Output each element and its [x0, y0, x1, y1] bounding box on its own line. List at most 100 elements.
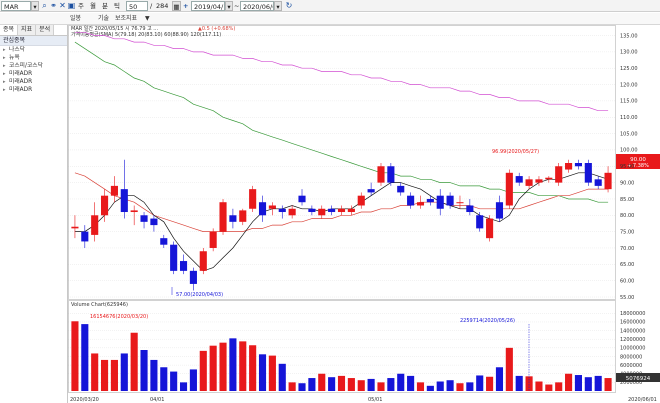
- tree-item-label: 미래ADR: [9, 71, 33, 77]
- symbol-input[interactable]: MAR: [1, 1, 31, 11]
- tab-analysis[interactable]: 분석: [36, 25, 55, 35]
- candle-body: [505, 172, 513, 206]
- volume-bar: [219, 342, 227, 391]
- tree-item-label: 코스피/코스닥: [9, 63, 43, 69]
- volume-bar: [140, 350, 148, 391]
- candle-body: [318, 208, 326, 216]
- volume-bar: [505, 347, 513, 391]
- volume-tick-label: 2000000: [620, 380, 642, 386]
- panel-tabs: 종목 지표 분석: [0, 25, 67, 36]
- chart-background: [68, 25, 660, 403]
- candle-body: [367, 189, 375, 193]
- tab-indicators[interactable]: 지표: [18, 25, 37, 35]
- candle-body: [555, 166, 563, 183]
- nav-month[interactable]: 월: [90, 2, 96, 10]
- y-tick-label: 100.00: [620, 148, 638, 154]
- candle-body: [495, 202, 504, 219]
- tab-stocks[interactable]: 종목: [0, 25, 19, 35]
- volume-header: Volume Chart(625946): [71, 302, 128, 308]
- volume-bar: [179, 382, 188, 391]
- volume-bar: [189, 369, 197, 391]
- toolbar2-dropdown-icon[interactable]: ▼: [145, 15, 150, 22]
- tree-item-nasdaq[interactable]: ▸ 나스닥: [0, 46, 67, 54]
- tree-item-label: 미래ADR: [9, 87, 33, 93]
- date-separator: ~: [234, 2, 239, 10]
- end-date-dropdown[interactable]: ▾: [274, 1, 282, 11]
- candle-body: [268, 205, 276, 209]
- price-header-ma: 가격이동평균(SMA) 5(79.18) 20(83.10) 60(88.90)…: [71, 31, 221, 38]
- volume-bar: [268, 355, 276, 391]
- candle-body: [416, 202, 425, 206]
- expand-icon: ▸: [3, 55, 6, 61]
- candle-body: [179, 261, 188, 271]
- chart-area[interactable]: MAR 일간 2020/05/15 시 76.79 고 ... 가격이동평균(S…: [68, 25, 660, 403]
- price-header-line1: MAR 일간 2020/05/15 시 76.79 고 ...: [71, 25, 158, 32]
- candle-body: [81, 231, 89, 242]
- start-date-input[interactable]: 2019/04/16: [191, 1, 225, 11]
- toolbar2-item-tech[interactable]: 기술: [98, 15, 110, 22]
- left-panel: 종목 지표 분석 관심종목 ▸ 나스닥 ▸ 뉴욕 ▸ 코스피/코스닥 ▸ 미래ADR ▸…: [0, 25, 68, 403]
- sma20-line: [74, 172, 609, 232]
- volume-tick-label: 6000000: [620, 363, 642, 369]
- volume-bar: [298, 383, 306, 391]
- search-icon[interactable]: ⌕: [42, 1, 47, 10]
- tree-item-adr-2[interactable]: ▸ 미래ADR: [0, 78, 67, 86]
- sma-lines: [74, 31, 609, 272]
- volume-bar: [525, 376, 533, 391]
- lock-icon[interactable]: ▣: [67, 1, 76, 10]
- end-date-input[interactable]: 2020/06/01: [240, 1, 274, 11]
- annotation-low: 57.00(2020/04/03): [176, 292, 223, 298]
- volume-panel-border: [68, 300, 616, 393]
- candle-body: [407, 195, 415, 206]
- candle-body: [466, 205, 474, 213]
- tree-item-newyork[interactable]: ▸ 뉴욕: [0, 54, 67, 62]
- y-tick-label: 115.00: [620, 99, 638, 105]
- candle-body: [515, 176, 523, 183]
- volume-bar: [110, 359, 118, 391]
- volume-bar: [545, 384, 553, 391]
- candle-body: [160, 238, 168, 245]
- toolbar2-item-daily[interactable]: 일봉: [70, 15, 82, 22]
- link-icon[interactable]: ⚭: [50, 1, 57, 10]
- y-tick-label: 130.00: [620, 50, 638, 56]
- candle-body: [91, 215, 99, 235]
- volume-bar: [81, 324, 89, 391]
- volume-bar: [446, 380, 454, 391]
- cross-icon[interactable]: ✕: [59, 1, 66, 10]
- tree-item-adr-1[interactable]: ▸ 미래ADR: [0, 70, 67, 78]
- grid-icon[interactable]: ▦: [172, 1, 181, 11]
- add-button[interactable]: +: [183, 2, 189, 10]
- volume-bar: [337, 375, 346, 391]
- toolbar2-item-indicators[interactable]: 보조지표: [115, 15, 138, 22]
- nav-minute[interactable]: 분: [102, 2, 108, 10]
- interval-input[interactable]: 50: [126, 1, 148, 11]
- refresh-icon[interactable]: ↻: [285, 1, 293, 10]
- candles: [71, 159, 612, 291]
- volume-tick-label: 14000000: [620, 328, 645, 334]
- volume-bar: [160, 367, 168, 391]
- candle-body: [436, 195, 444, 209]
- tree-item-adr-3[interactable]: ▸ 미래ADR: [0, 86, 67, 94]
- expand-icon: ▸: [3, 47, 6, 53]
- volume-bar: [515, 375, 523, 391]
- nav-week[interactable]: 주: [78, 2, 84, 10]
- volume-bar: [456, 383, 464, 391]
- current-price: 90.00: [630, 157, 646, 163]
- volume-bar: [209, 345, 217, 391]
- candle-body: [397, 185, 405, 193]
- candle-body: [120, 189, 128, 213]
- candle-body: [298, 195, 306, 203]
- y-tick-label: 60.00: [620, 278, 634, 284]
- tree-item-kospi[interactable]: ▸ 코스피/코스닥: [0, 62, 67, 70]
- candle-body: [535, 179, 543, 183]
- y-tick-label: 110.00: [620, 115, 638, 121]
- candle-body: [584, 163, 592, 183]
- expand-icon: ▸: [3, 87, 6, 93]
- volume-bar: [150, 359, 158, 391]
- symbol-dropdown-button[interactable]: ▾: [31, 1, 39, 11]
- volume-tick-label: 10000000: [620, 346, 645, 352]
- nav-tick[interactable]: 틱: [114, 2, 120, 10]
- start-date-dropdown[interactable]: ▾: [225, 1, 233, 11]
- expand-icon: ▸: [3, 79, 6, 85]
- y-tick-label: 55.00: [620, 295, 634, 301]
